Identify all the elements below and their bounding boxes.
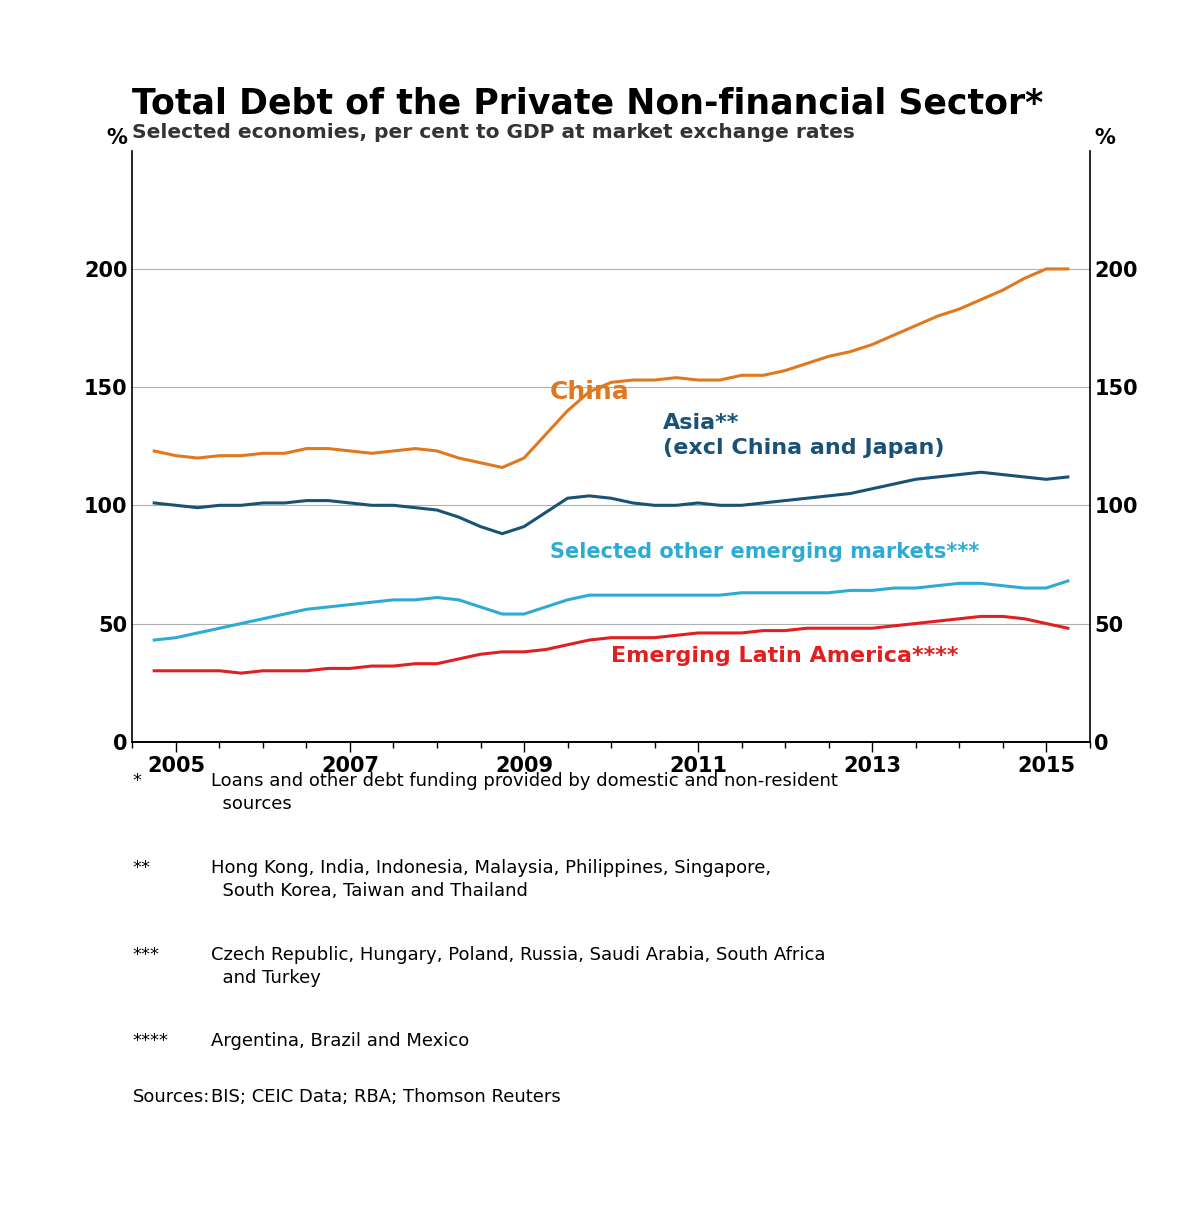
Text: %: % (107, 128, 128, 148)
Text: ****: **** (132, 1032, 169, 1050)
Text: Total Debt of the Private Non-financial Sector*: Total Debt of the Private Non-financial … (132, 87, 1044, 121)
Text: Selected economies, per cent to GDP at market exchange rates: Selected economies, per cent to GDP at m… (132, 123, 855, 142)
Text: **: ** (132, 859, 150, 877)
Text: Czech Republic, Hungary, Poland, Russia, Saudi Arabia, South Africa
  and Turkey: Czech Republic, Hungary, Poland, Russia,… (211, 946, 825, 987)
Text: *: * (132, 772, 141, 790)
Text: Hong Kong, India, Indonesia, Malaysia, Philippines, Singapore,
  South Korea, Ta: Hong Kong, India, Indonesia, Malaysia, P… (211, 859, 771, 900)
Text: Emerging Latin America****: Emerging Latin America**** (612, 646, 958, 666)
Text: BIS; CEIC Data; RBA; Thomson Reuters: BIS; CEIC Data; RBA; Thomson Reuters (211, 1088, 560, 1106)
Text: Asia**
(excl China and Japan): Asia** (excl China and Japan) (663, 414, 945, 458)
Text: Loans and other debt funding provided by domestic and non-resident
  sources: Loans and other debt funding provided by… (211, 772, 838, 813)
Text: Selected other emerging markets***: Selected other emerging markets*** (550, 541, 980, 562)
Text: %: % (1094, 128, 1115, 148)
Text: ***: *** (132, 946, 159, 964)
Text: Sources:: Sources: (132, 1088, 209, 1106)
Text: Argentina, Brazil and Mexico: Argentina, Brazil and Mexico (211, 1032, 468, 1050)
Text: China: China (550, 380, 630, 404)
